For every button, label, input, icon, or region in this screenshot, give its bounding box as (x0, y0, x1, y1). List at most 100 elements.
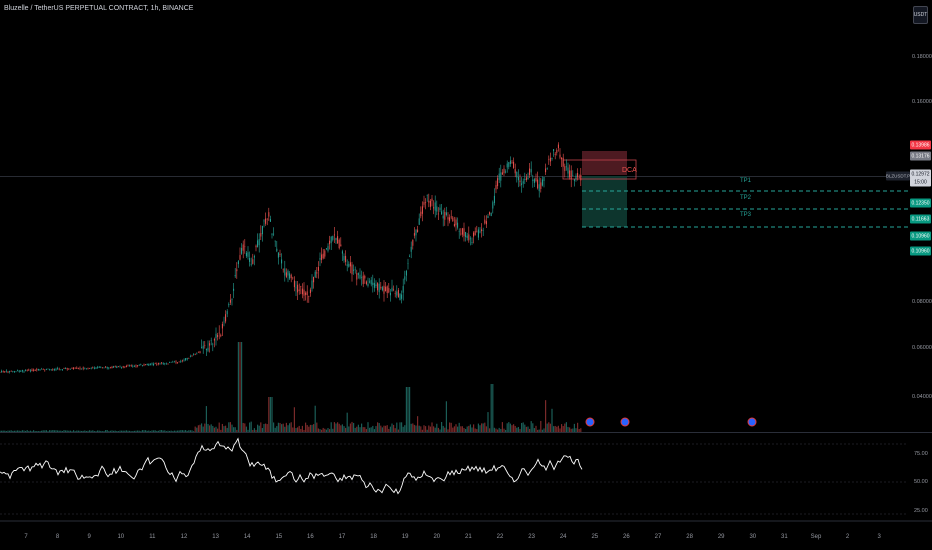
event-icon[interactable] (585, 417, 595, 427)
candle-body (431, 198, 433, 201)
volume-bar (141, 430, 143, 432)
volume-bar (255, 429, 257, 432)
candle-body (553, 149, 555, 151)
volume-bar (466, 426, 468, 432)
candle-body (113, 366, 115, 368)
candle-body (257, 240, 259, 248)
candle-body (487, 216, 489, 219)
candle-body (196, 353, 198, 355)
candle-body (484, 219, 486, 224)
candle-body (49, 369, 51, 370)
volume-bar (223, 426, 225, 432)
candle-body (349, 262, 351, 267)
candle-body (314, 271, 316, 277)
candle-body (164, 363, 166, 364)
volume-bar (425, 426, 427, 432)
volume-bar (74, 431, 76, 432)
candle-body (543, 176, 545, 182)
tp2-price-label: 0.11663 (910, 214, 931, 224)
candle-body (578, 177, 580, 178)
volume-bar (298, 425, 300, 432)
tp3-price-label: 0.10960 (910, 231, 931, 241)
volume-bar (71, 431, 73, 432)
volume-bar (36, 431, 38, 432)
volume-bar (545, 400, 547, 432)
candle-body (284, 268, 286, 276)
candle-body (420, 211, 422, 217)
volume-bar (343, 426, 345, 432)
volume-bar (188, 430, 190, 432)
candle-body (471, 242, 473, 243)
volume-bar (60, 430, 62, 432)
volume-bar (501, 422, 503, 432)
candle-body (338, 239, 340, 249)
candle-body (44, 369, 46, 371)
price-tick: 0.06000 (912, 345, 932, 351)
volume-bar (0, 430, 1, 432)
candle-body (103, 367, 105, 369)
volume-bar (311, 424, 313, 432)
candle-body (215, 333, 217, 339)
volume-bar (260, 422, 262, 432)
volume-bar (482, 423, 484, 432)
volume-bar (540, 420, 542, 432)
price-scale[interactable]: 0.18000 0.16000 0.08000 0.06000 0.04000 … (886, 0, 932, 520)
event-icon[interactable] (747, 417, 757, 427)
candle-body (436, 206, 438, 212)
volume-bar (265, 423, 267, 432)
volume-bar (442, 425, 444, 432)
volume-bar (161, 430, 163, 432)
volume-bar (177, 430, 179, 432)
time-tick: 23 (528, 534, 535, 540)
volume-bar (306, 425, 308, 432)
volume-bar (170, 430, 172, 432)
volume-bar (250, 421, 252, 432)
candle-body (353, 269, 355, 271)
candle-body (541, 179, 543, 186)
volume-bar (535, 425, 537, 432)
candle-body (26, 370, 28, 372)
candle-body (423, 202, 425, 205)
candle-body (477, 229, 479, 238)
volume-bar (309, 424, 311, 432)
candle-body (133, 366, 135, 367)
event-icon[interactable] (620, 417, 630, 427)
candle-body (549, 157, 551, 162)
volume-bar (273, 422, 275, 432)
volume-bar (217, 428, 219, 432)
volume-bar (405, 387, 407, 432)
candle-body (556, 150, 558, 153)
volume-bar (385, 425, 387, 432)
candle-body (524, 178, 526, 180)
volume-bar (461, 426, 463, 432)
candle-body (175, 361, 177, 363)
price-tick: 0.16000 (912, 99, 932, 105)
volume-bar (357, 424, 359, 432)
volume-bar (284, 426, 286, 432)
currency-button[interactable]: USDT (913, 6, 928, 24)
volume-bar (457, 426, 459, 432)
volume-bar (100, 430, 102, 432)
candle-body (538, 184, 540, 192)
candle-body (293, 280, 295, 288)
candle-body (221, 323, 223, 329)
time-tick: 9 (87, 534, 91, 540)
volume-bar (149, 431, 151, 432)
volume-bar (303, 429, 305, 432)
candle-body (397, 290, 399, 298)
volume-bar (252, 429, 254, 432)
candle-body (354, 269, 356, 271)
volume-bar (225, 425, 227, 432)
time-tick: 2 (845, 534, 850, 540)
candle-body (263, 220, 265, 222)
volume-bar (52, 430, 54, 432)
volume-bar (509, 423, 511, 432)
volume-bar (239, 342, 241, 432)
candle-body (412, 239, 414, 246)
volume-bar (55, 430, 57, 432)
chart-title: Bluzelle / TetherUS PERPETUAL CONTRACT, … (4, 5, 194, 12)
volume-bar (426, 429, 428, 432)
volume-bar (551, 408, 553, 432)
candle-body (31, 369, 33, 371)
